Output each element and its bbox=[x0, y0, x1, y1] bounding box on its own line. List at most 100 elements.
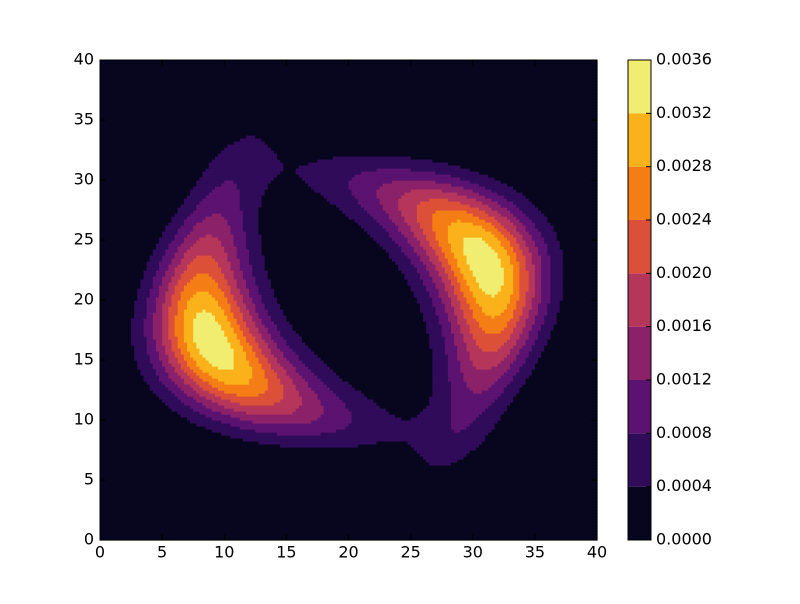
contour-band bbox=[354, 219, 378, 223]
contour-band bbox=[168, 330, 176, 334]
contour-band bbox=[183, 198, 204, 202]
contour-band bbox=[261, 318, 272, 322]
contour-band bbox=[500, 213, 514, 217]
contour-band bbox=[159, 285, 169, 289]
contour-band bbox=[245, 234, 263, 238]
contour-band bbox=[270, 279, 409, 283]
contour-band bbox=[283, 354, 300, 358]
contour-band bbox=[177, 360, 188, 364]
contour-band bbox=[497, 291, 514, 295]
contour-band bbox=[482, 348, 499, 352]
contour-band bbox=[457, 219, 461, 223]
contour-band bbox=[345, 426, 452, 430]
contour-band bbox=[100, 357, 135, 361]
contour-band bbox=[236, 255, 250, 259]
contour-band bbox=[224, 312, 235, 316]
contour-band bbox=[245, 285, 260, 289]
contour-band bbox=[270, 282, 409, 286]
contour-band bbox=[193, 378, 204, 382]
contour-band bbox=[416, 207, 480, 211]
contour-band bbox=[183, 324, 194, 328]
contour-band bbox=[410, 285, 427, 289]
contour-band bbox=[224, 390, 266, 394]
contour-band bbox=[100, 237, 160, 241]
contour-band bbox=[249, 249, 263, 253]
contour-band bbox=[513, 222, 524, 226]
contour-band bbox=[447, 276, 458, 280]
contour-band bbox=[519, 348, 533, 352]
contour-band bbox=[146, 306, 157, 310]
contour-band bbox=[174, 255, 185, 259]
contour-band bbox=[475, 198, 492, 202]
contour-band bbox=[438, 255, 446, 259]
contour-band bbox=[525, 261, 533, 265]
contour-band bbox=[267, 345, 278, 349]
contour-band bbox=[531, 324, 542, 328]
contour-band bbox=[258, 207, 340, 211]
contour-band bbox=[398, 228, 412, 232]
contour-band bbox=[404, 234, 415, 238]
contour-band bbox=[233, 327, 241, 331]
contour-band bbox=[208, 192, 241, 196]
contour-band bbox=[152, 252, 166, 256]
contour-band bbox=[435, 309, 446, 313]
contour-band bbox=[528, 288, 536, 292]
contour-band bbox=[329, 366, 433, 370]
contour-band bbox=[252, 348, 263, 352]
contour-band bbox=[264, 255, 390, 259]
contour-band bbox=[211, 417, 241, 421]
contour-band bbox=[556, 312, 598, 316]
contour-band bbox=[239, 324, 247, 328]
contour-band bbox=[451, 393, 502, 397]
contour-band bbox=[168, 387, 182, 391]
contour-band bbox=[562, 294, 598, 298]
contour-band bbox=[454, 285, 461, 289]
contour-band bbox=[221, 150, 275, 154]
contour-band bbox=[447, 228, 486, 232]
contour-band bbox=[239, 417, 319, 421]
contour-band bbox=[472, 273, 505, 277]
contour-band bbox=[255, 321, 263, 325]
contour-band bbox=[152, 333, 163, 337]
contour-band bbox=[152, 336, 163, 340]
contour-band bbox=[451, 420, 474, 424]
contour-band bbox=[531, 234, 542, 238]
contour-band bbox=[168, 372, 179, 376]
contour-band bbox=[171, 261, 182, 265]
contour-band bbox=[435, 264, 443, 268]
contour-band bbox=[196, 255, 213, 259]
contour-band bbox=[292, 327, 427, 331]
contour-band bbox=[494, 225, 505, 229]
contour-band bbox=[482, 306, 508, 310]
contour-band bbox=[562, 267, 598, 271]
contour-band bbox=[298, 165, 461, 169]
contour-band bbox=[245, 243, 263, 247]
contour-band bbox=[541, 291, 552, 295]
contour-band bbox=[242, 345, 253, 349]
contour-band bbox=[519, 264, 527, 268]
contour-band bbox=[528, 285, 536, 289]
contour-band bbox=[323, 405, 346, 409]
contour-band bbox=[556, 321, 598, 325]
contour-band bbox=[478, 303, 508, 307]
contour-band bbox=[522, 222, 536, 226]
contour-band bbox=[528, 198, 598, 202]
contour-band bbox=[510, 333, 520, 337]
contour-band bbox=[503, 282, 514, 286]
x-tick-label: 20 bbox=[338, 543, 358, 562]
contour-band bbox=[469, 330, 486, 334]
contour-band bbox=[100, 198, 185, 202]
contour-band bbox=[221, 420, 253, 424]
contour-band bbox=[165, 297, 173, 301]
contour-band bbox=[249, 342, 260, 346]
contour-band bbox=[258, 225, 362, 229]
contour-band bbox=[193, 243, 222, 247]
contour-band bbox=[432, 381, 452, 385]
contour-band bbox=[506, 339, 517, 343]
contour-band bbox=[562, 288, 598, 292]
contour-band bbox=[218, 282, 228, 286]
contour-band bbox=[329, 387, 356, 391]
contour-band bbox=[218, 285, 232, 289]
contour-band bbox=[432, 390, 452, 394]
contour-band bbox=[519, 318, 527, 322]
